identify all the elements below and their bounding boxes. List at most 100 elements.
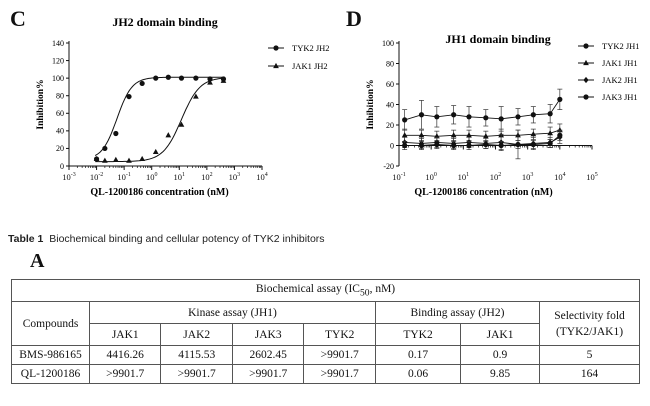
data-point (165, 74, 171, 80)
series-line (404, 99, 561, 121)
value-cell: 4416.26 (88, 345, 162, 365)
y-tick-label: 100 (382, 39, 394, 48)
legend-label: JAK1 JH2 (292, 61, 328, 71)
panel-label-a: A (30, 250, 45, 272)
data-point (547, 111, 553, 117)
data-point (434, 141, 440, 148)
fit-curve (95, 77, 225, 163)
data-point (193, 75, 199, 81)
x-tick-label: 100 (146, 172, 158, 182)
fit-curve (94, 76, 225, 157)
data-point (557, 132, 563, 138)
data-point (466, 114, 472, 120)
x-tick-label: 104 (256, 172, 268, 182)
legend-marker (583, 43, 589, 49)
subcol-jak3: JAK3 (231, 323, 305, 346)
x-tick-label: 103 (522, 172, 534, 182)
data-point (498, 116, 504, 122)
subcol-tyk2: TYK2 (303, 323, 376, 346)
value-cell: 2602.45 (231, 345, 305, 365)
data-point (178, 75, 185, 81)
value-cell: 4115.53 (160, 345, 233, 365)
series-jak1-jh1 (401, 123, 563, 142)
y-tick-label: 0 (60, 162, 64, 171)
x-tick-label: 102 (490, 172, 502, 182)
data-point (515, 141, 521, 148)
value-cell: 5 (539, 345, 640, 365)
x-tick-label: 102 (201, 172, 213, 182)
value-cell: >9901.7 (303, 364, 376, 384)
data-point (139, 155, 146, 162)
x-tick-label: 10-1 (117, 172, 130, 182)
y-tick-label: 0 (390, 141, 394, 150)
data-point (126, 157, 132, 163)
data-point (401, 132, 408, 138)
value-cell: 164 (539, 364, 640, 384)
data-point (402, 142, 408, 149)
compounds-header: Compounds (11, 301, 90, 346)
data-point (530, 141, 536, 148)
data-point (165, 132, 172, 138)
data-point (193, 93, 199, 99)
value-cell: >9901.7 (303, 345, 376, 365)
subcol-jak1: JAK1 (88, 323, 162, 346)
series-tyk2-jh2 (93, 74, 227, 162)
x-tick-label: 100 (425, 172, 437, 182)
subcol-binding-jak1: JAK1 (460, 323, 540, 346)
data-point (547, 140, 553, 147)
series-line (404, 134, 561, 146)
legend-label: JAK1 JH1 (602, 58, 638, 68)
chart-title: JH1 domain binding (445, 32, 550, 46)
value-cell: >9901.7 (88, 364, 162, 384)
legend-marker (583, 59, 589, 66)
data-point (483, 141, 489, 148)
legend-label: TYK2 JH1 (602, 41, 640, 51)
y-tick-label: 60 (386, 80, 394, 89)
data-point (139, 80, 145, 87)
data-point (418, 132, 425, 138)
y-tick-label: 80 (386, 59, 394, 68)
data-point (93, 155, 100, 162)
data-point (418, 112, 425, 118)
table-row: BMS-986165 4416.26 4115.53 2602.45 >9901… (11, 345, 640, 365)
data-point (450, 132, 457, 138)
data-point (515, 114, 521, 120)
x-axis-label: QL-1200186 concentration (nM) (414, 187, 552, 198)
data-point (530, 112, 536, 118)
jh2-binding-chart: JH2 domain binding 0 20 40 60 80 100 120 140 10-3… (36, 15, 330, 198)
legend-marker (583, 94, 589, 100)
x-tick-label: 101 (174, 172, 186, 182)
data-point (402, 117, 408, 123)
panel-label-d: D (346, 6, 362, 31)
data-point (207, 79, 213, 85)
y-tick-label: 140 (52, 39, 64, 48)
y-tick-label: 80 (56, 92, 64, 101)
kinase-assay-header: Kinase assay (JH1) (89, 301, 376, 324)
value-cell: >9901.7 (231, 364, 305, 384)
table-caption-label: Table 1 (8, 233, 44, 245)
y-tick-label: 100 (52, 74, 64, 83)
x-tick-label: 103 (229, 172, 241, 182)
subcol-jak2: JAK2 (160, 323, 233, 346)
data-point (102, 157, 108, 163)
table-caption: Table 1 Biochemical binding and cellular… (8, 233, 325, 245)
x-tick-label: 10-2 (90, 172, 104, 182)
data-point (112, 156, 119, 162)
data-point (530, 131, 537, 137)
selectivity-header: Selectivity fold (TYK2/JAK1) (539, 301, 640, 346)
y-tick-label: 40 (386, 100, 394, 109)
series-jak3-jh1 (402, 129, 563, 150)
x-tick-label: 104 (554, 172, 566, 182)
y-tick-label: 60 (56, 109, 64, 118)
assay-table: Biochemical assay (IC50, nM) Compounds K… (11, 279, 640, 384)
data-point (451, 142, 457, 149)
data-point (483, 115, 489, 121)
data-point (466, 132, 472, 138)
legend-label: JAK2 JH1 (602, 75, 638, 85)
x-tick-label: 105 (586, 172, 598, 182)
series-jak1-jh2 (93, 77, 227, 163)
value-cell: 0.17 (374, 345, 462, 365)
data-point (102, 145, 108, 152)
data-point (498, 142, 504, 149)
data-point (547, 130, 554, 136)
